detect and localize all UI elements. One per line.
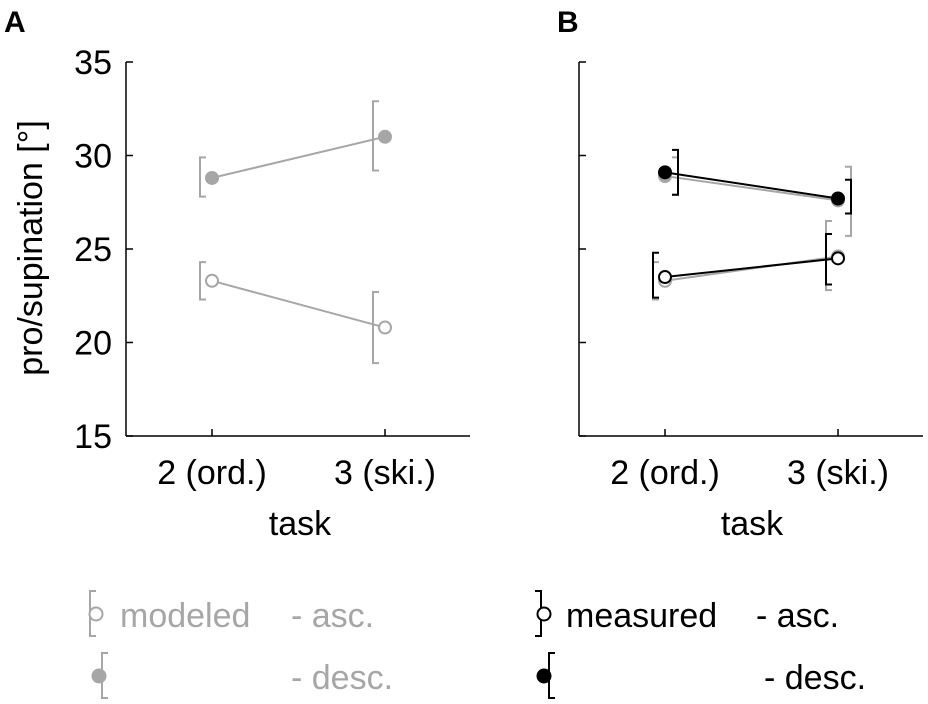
legend-measured-label: measured xyxy=(566,597,717,635)
panel-b-measured-desc-line xyxy=(664,171,839,200)
panel-a-x-axis-label: task xyxy=(269,505,332,543)
legend-modeled-asc-suffix: - asc. xyxy=(291,597,374,635)
panel-a-y-tick-label: 15 xyxy=(74,418,112,456)
panel-b-x-tick-label: 3 (ski.) xyxy=(787,454,889,492)
panel-a-modeled-desc-line xyxy=(211,135,386,179)
panel-a-modeled-asc-error-bracket xyxy=(372,291,379,365)
panel-b-measured-asc-error-bracket xyxy=(825,233,832,286)
panel-b-measured-desc-error-bracket xyxy=(672,148,679,196)
panel-b-x-axis-label: task xyxy=(721,505,784,543)
panel-a-modeled-asc-point xyxy=(378,320,392,335)
panel-b-measured-asc-point xyxy=(831,251,845,266)
panel-b-measured-asc-error-bracket xyxy=(652,251,659,299)
legend-modeled-label: modeled xyxy=(120,597,250,635)
legend-measured-asc-symbol xyxy=(535,590,552,637)
panel-a-modeled-desc-error-bracket xyxy=(199,156,206,198)
panel-b-measured-asc-line xyxy=(664,257,839,279)
legend-measured-desc-symbol xyxy=(536,652,555,699)
panel-a-x-tick-label: 3 (ski.) xyxy=(334,454,436,492)
panel-b-measured-desc-error-bracket xyxy=(845,178,852,215)
panel-label-a: A xyxy=(4,6,26,39)
panel-b-x-tick-label: 2 (ord.) xyxy=(610,454,720,492)
panel-b-measured-desc-point xyxy=(831,191,845,206)
panel-a-modeled-asc-point xyxy=(205,273,219,288)
legend-modeled-desc-symbol xyxy=(91,652,108,699)
panel-a-y-tick-label: 20 xyxy=(74,325,112,363)
legend-measured-asc-suffix: - asc. xyxy=(756,597,839,635)
panel-a-modeled-asc-line xyxy=(211,279,386,329)
legend-modeled-desc-suffix: - desc. xyxy=(291,659,393,697)
panel-label-b: B xyxy=(557,6,579,39)
legend-measured-desc-suffix: - desc. xyxy=(764,659,866,697)
panel-a-y-tick-label: 35 xyxy=(74,44,112,82)
legend-modeled-asc-symbol xyxy=(88,590,104,637)
panel-b-measured-desc-point xyxy=(658,165,672,180)
panel-a-y-axis-label: pro/supination [°] xyxy=(12,120,50,376)
panel-a-y-tick-label: 25 xyxy=(74,231,112,269)
panel-b-modeled-desc-line xyxy=(664,175,839,202)
legend: modeled - asc. - desc. measured - asc. -… xyxy=(88,590,866,699)
panel-a-modeled-desc-point xyxy=(378,129,392,144)
panel-b-measured-asc-point xyxy=(658,270,672,285)
panel-a-plot: 15 20 25 30 35 2 (ord.) 3 (ski.) xyxy=(74,44,470,492)
panel-a-x-tick-label: 2 (ord.) xyxy=(157,454,267,492)
panel-a-modeled-asc-error-bracket xyxy=(199,261,206,301)
panel-a-modeled-desc-error-bracket xyxy=(372,100,379,172)
panel-a-y-tick-label: 30 xyxy=(74,138,112,176)
panel-a-modeled-desc-point xyxy=(205,170,219,185)
panel-b-plot: 2 (ord.) 3 (ski.) xyxy=(578,61,923,492)
